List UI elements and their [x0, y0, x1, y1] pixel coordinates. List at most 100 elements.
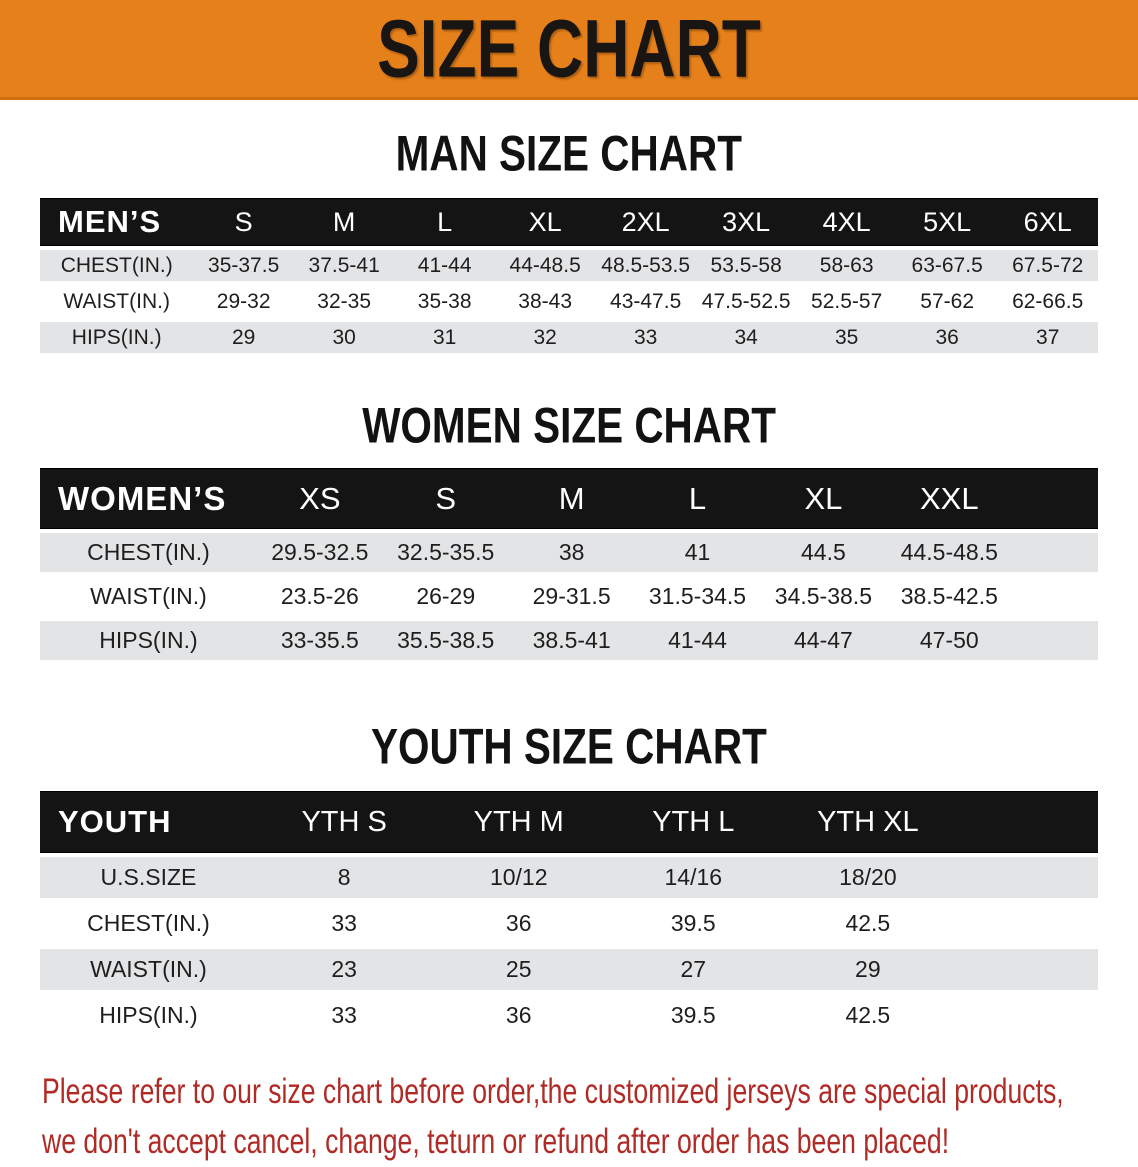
- size-value-cell: 23.5-26: [256, 577, 383, 616]
- size-value-cell: 53.5-58: [695, 250, 797, 281]
- size-column-header: 4XL: [796, 199, 897, 245]
- size-value-cell: 29-31.5: [508, 577, 635, 616]
- size-column-header: XXL: [886, 469, 1013, 528]
- size-table-header-row: YOUTH YTH S YTH M YTH L YTH XL: [40, 792, 1098, 852]
- table-title-cell: MEN’S: [40, 199, 194, 245]
- women-section-heading: WOMEN SIZE CHART: [362, 396, 776, 454]
- size-value-cell: 47.5-52.5: [695, 286, 797, 317]
- size-value-cell: 37: [997, 322, 1098, 353]
- banner-title: SIZE CHART: [377, 1, 761, 95]
- size-value-cell: 33: [256, 995, 432, 1036]
- row-label: U.S.SIZE: [40, 857, 257, 898]
- size-chart-banner: SIZE CHART: [0, 0, 1138, 100]
- size-value-cell: 36: [896, 322, 998, 353]
- size-value-cell: 29.5-32.5: [256, 533, 383, 572]
- size-value-cell: 35.5-38.5: [382, 621, 509, 660]
- size-value-cell: 42.5: [780, 995, 956, 1036]
- row-label: HIPS(IN.): [40, 322, 194, 353]
- size-value-cell: 38.5-41: [508, 621, 635, 660]
- measurement-row: WAIST(IN.) 29-32 32-35 35-38 38-43 43-47.5 47.…: [40, 286, 1098, 317]
- size-value-cell: 44-48.5: [494, 250, 596, 281]
- size-value-cell: 38.5-42.5: [886, 577, 1013, 616]
- row-label: WAIST(IN.): [40, 286, 194, 317]
- measurement-row: HIPS(IN.) 33 36 39.5 42.5: [40, 995, 1098, 1036]
- row-label: WAIST(IN.): [40, 949, 257, 990]
- section-youth: YOUTH SIZE CHART YOUTH YTH S YTH M YTH L YTH…: [0, 717, 1138, 1041]
- size-column-header: L: [634, 469, 761, 528]
- size-column-header: L: [394, 199, 495, 245]
- measurement-row: CHEST(IN.) 35-37.5 37.5-41 41-44 44-48.5 48.5…: [40, 250, 1098, 281]
- size-value-cell: 29-32: [193, 286, 294, 317]
- row-label: CHEST(IN.): [40, 533, 257, 572]
- size-value-cell: 32-35: [293, 286, 395, 317]
- size-value-cell: 35: [796, 322, 897, 353]
- disclaimer-line-2: we don't accept cancel, change, teturn o…: [42, 1122, 950, 1161]
- size-value-cell: 29: [780, 949, 956, 990]
- size-value-cell: 47-50: [886, 621, 1013, 660]
- measurement-row: U.S.SIZE 8 10/12 14/16 18/20: [40, 857, 1098, 898]
- spacer-cell: [955, 857, 1098, 898]
- size-value-cell: 39.5: [606, 995, 781, 1036]
- section-women: WOMEN SIZE CHART WOMEN’S XS S M L XL XXL CHEST…: [0, 396, 1138, 665]
- size-table-header-row: MEN’S S M L XL 2XL 3XL 4XL 5XL 6XL: [40, 199, 1098, 245]
- size-value-cell: 35-38: [394, 286, 495, 317]
- size-column-header: XL: [760, 469, 887, 528]
- size-value-cell: 44.5-48.5: [886, 533, 1013, 572]
- size-value-cell: 52.5-57: [796, 286, 897, 317]
- table-title-cell: YOUTH: [40, 792, 257, 852]
- size-value-cell: 23: [256, 949, 432, 990]
- size-value-cell: 44-47: [760, 621, 887, 660]
- size-value-cell: 36: [431, 995, 606, 1036]
- youth-size-table: YOUTH YTH S YTH M YTH L YTH XL U.S.SIZE 8 10/1…: [40, 787, 1098, 1041]
- size-value-cell: 57-62: [896, 286, 998, 317]
- row-label: WAIST(IN.): [40, 577, 257, 616]
- size-column-header: XS: [256, 469, 383, 528]
- size-value-cell: 26-29: [382, 577, 509, 616]
- size-value-cell: 36: [431, 903, 606, 944]
- size-column-header: S: [382, 469, 509, 528]
- size-value-cell: 18/20: [780, 857, 956, 898]
- women-size-table: WOMEN’S XS S M L XL XXL CHEST(IN.) 29.5-32.5 32.…: [40, 464, 1098, 665]
- row-label: CHEST(IN.): [40, 903, 257, 944]
- size-value-cell: 34: [695, 322, 797, 353]
- size-value-cell: 43-47.5: [595, 286, 696, 317]
- size-value-cell: 63-67.5: [896, 250, 998, 281]
- size-column-header: M: [293, 199, 395, 245]
- size-value-cell: 32: [494, 322, 596, 353]
- size-value-cell: 10/12: [431, 857, 606, 898]
- disclaimer-line-1: Please refer to our size chart before or…: [42, 1072, 1064, 1111]
- size-column-header: YTH L: [606, 792, 781, 852]
- measurement-row: HIPS(IN.) 33-35.5 35.5-38.5 38.5-41 41-44 44-…: [40, 621, 1098, 660]
- disclaimer: Please refer to our size chart before or…: [0, 1067, 1138, 1167]
- size-value-cell: 27: [606, 949, 781, 990]
- size-value-cell: 58-63: [796, 250, 897, 281]
- spacer-cell: [955, 995, 1098, 1036]
- size-column-header: YTH XL: [780, 792, 956, 852]
- spacer-cell: [1012, 469, 1098, 528]
- size-value-cell: 48.5-53.5: [595, 250, 696, 281]
- size-value-cell: 30: [293, 322, 395, 353]
- size-value-cell: 34.5-38.5: [760, 577, 887, 616]
- size-table-header-row: WOMEN’S XS S M L XL XXL: [40, 469, 1098, 528]
- size-column-header: 2XL: [595, 199, 696, 245]
- size-value-cell: 31: [394, 322, 495, 353]
- size-value-cell: 14/16: [606, 857, 781, 898]
- row-label: HIPS(IN.): [40, 995, 257, 1036]
- measurement-row: CHEST(IN.) 33 36 39.5 42.5: [40, 903, 1098, 944]
- size-value-cell: 25: [431, 949, 606, 990]
- size-value-cell: 67.5-72: [997, 250, 1098, 281]
- size-value-cell: 39.5: [606, 903, 781, 944]
- size-value-cell: 42.5: [780, 903, 956, 944]
- size-column-header: S: [193, 199, 294, 245]
- spacer-cell: [1012, 533, 1098, 572]
- youth-section-heading: YOUTH SIZE CHART: [371, 717, 767, 775]
- size-column-header: XL: [494, 199, 596, 245]
- size-value-cell: 33-35.5: [256, 621, 383, 660]
- size-value-cell: 62-66.5: [997, 286, 1098, 317]
- row-label: CHEST(IN.): [40, 250, 194, 281]
- row-label: HIPS(IN.): [40, 621, 257, 660]
- spacer-cell: [955, 903, 1098, 944]
- size-column-header: M: [508, 469, 635, 528]
- size-value-cell: 41-44: [394, 250, 495, 281]
- spacer-cell: [955, 792, 1098, 852]
